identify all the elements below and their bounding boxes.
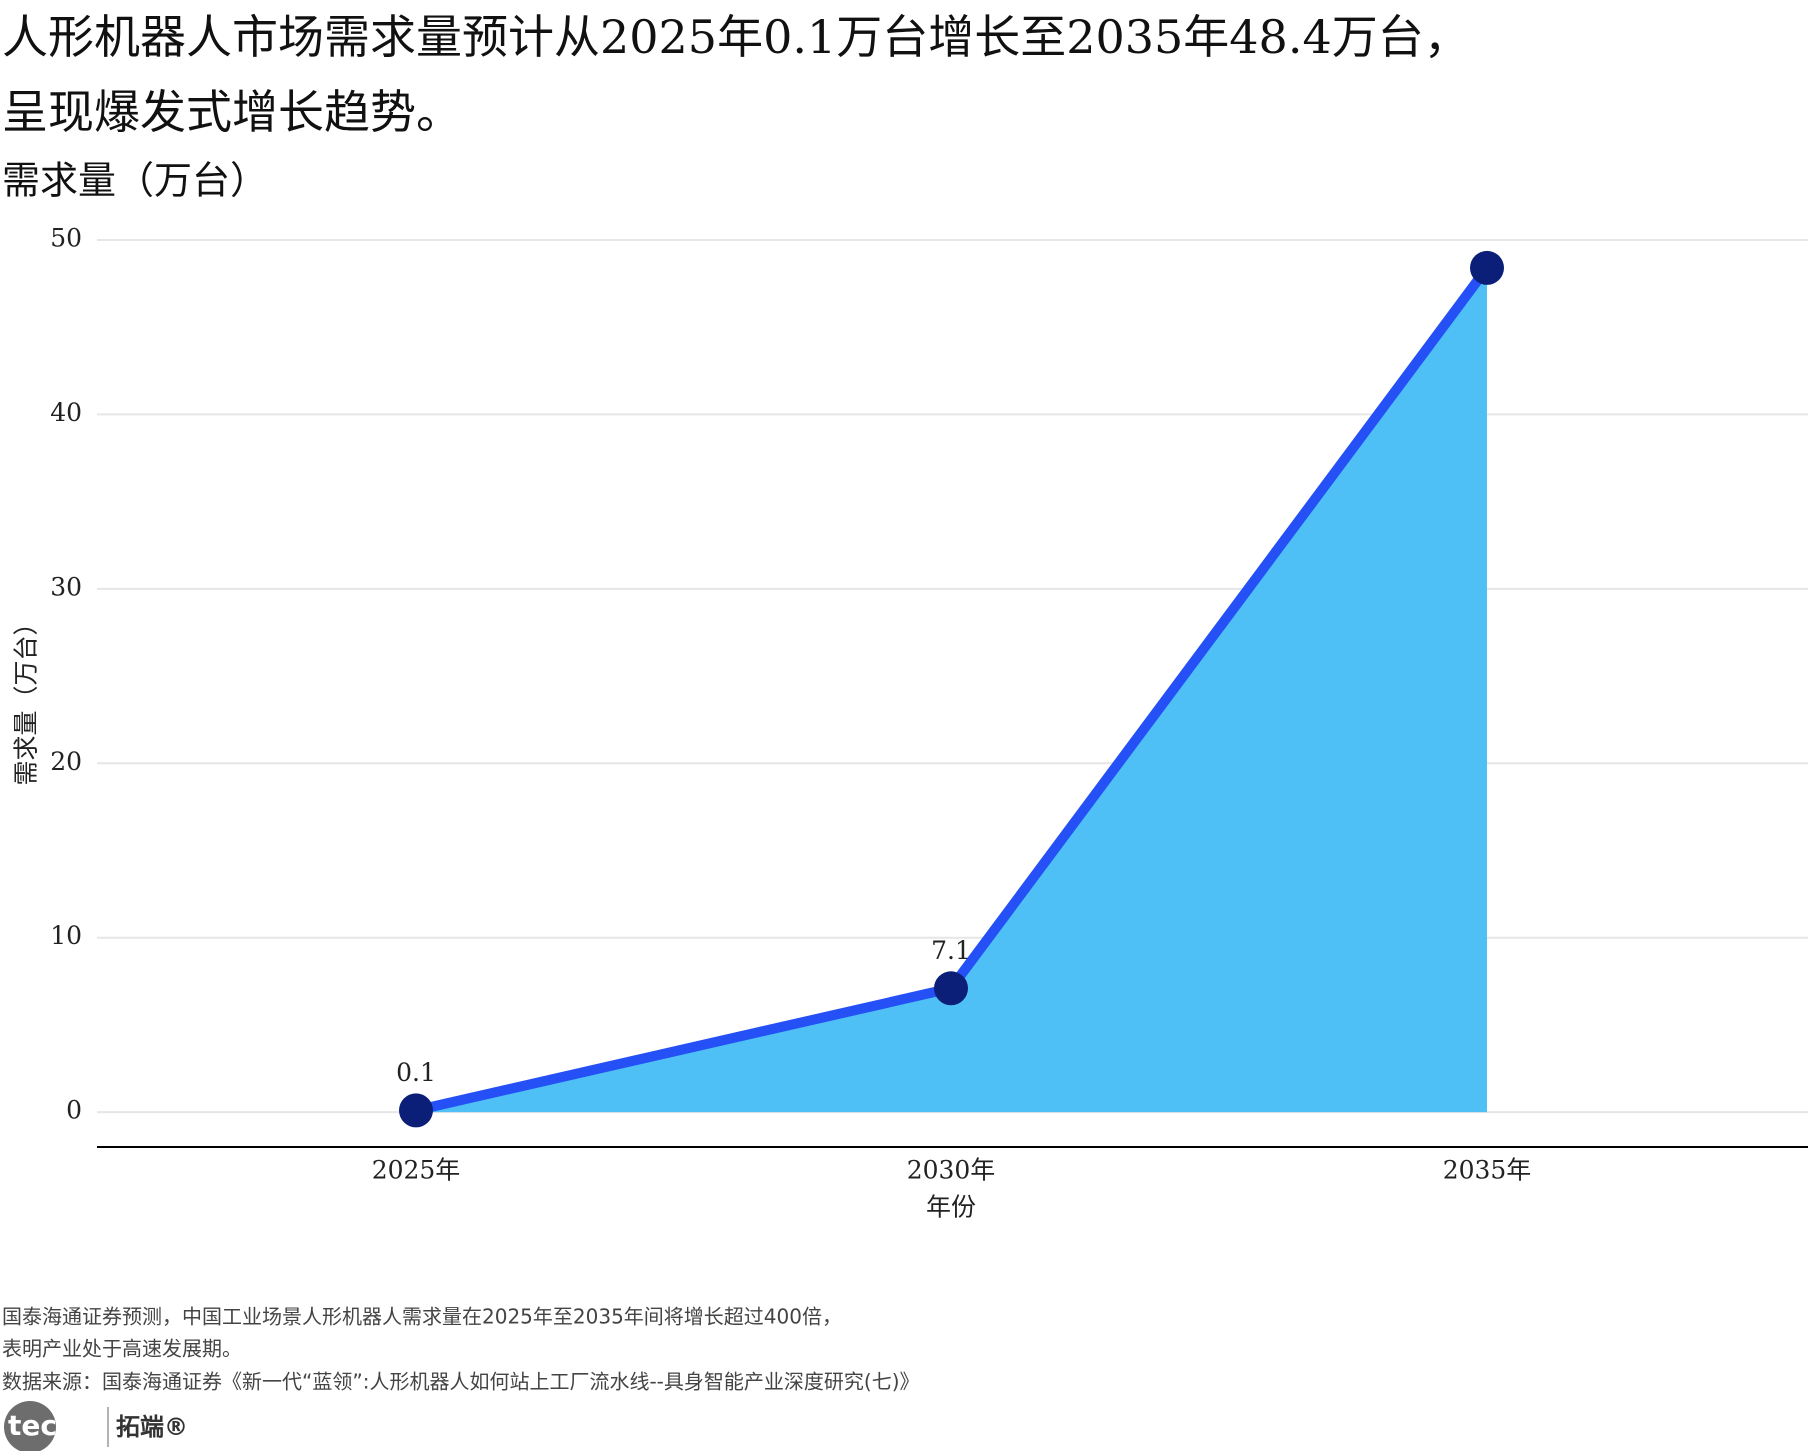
area bbox=[416, 267, 1487, 1113]
x-tick-label: 2035年 bbox=[1443, 1156, 1532, 1185]
x-tick-label: 2025年 bbox=[372, 1156, 461, 1185]
value-label: 0.1 bbox=[396, 1058, 436, 1087]
note: 表明产业处于高速发展期。 bbox=[2, 1337, 242, 1361]
marker bbox=[934, 971, 968, 1006]
value-label: 7.1 bbox=[931, 936, 971, 965]
y-tick-label: 10 bbox=[50, 921, 82, 950]
y-tick-label: 50 bbox=[50, 224, 82, 253]
y-tick-label: 20 bbox=[50, 747, 82, 776]
chart-subtitle: 需求量（万台） bbox=[2, 159, 268, 203]
y-tick-label: 30 bbox=[50, 572, 82, 601]
plot-area: 0.1 7.1 48.4 bbox=[396, 215, 1515, 1128]
marker bbox=[399, 1093, 433, 1128]
logo-text: 拓端® bbox=[116, 1413, 188, 1441]
value-label: 48.4 bbox=[1459, 215, 1515, 244]
y-tick-label: 0 bbox=[66, 1096, 82, 1125]
y-tick-label: 40 bbox=[50, 398, 82, 427]
y-axis-title: 需求量（万台） bbox=[12, 610, 41, 785]
chart-title: 呈现爆发式增长趋势。 bbox=[2, 85, 462, 139]
marker bbox=[1470, 250, 1504, 285]
source: 数据来源：国泰海通证券《新一代“蓝领”:人形机器人如何站上工厂流水线--具身智能… bbox=[2, 1370, 920, 1394]
logo-mark: tecdat bbox=[8, 1409, 109, 1442]
chart-title: 人形机器人市场需求量预计从2025年0.1万台增长至2035年48.4万台， bbox=[2, 10, 1470, 64]
x-axis-title: 年份 bbox=[926, 1193, 976, 1222]
logo-badge bbox=[4, 1401, 56, 1453]
x-tick-label: 2030年 bbox=[907, 1156, 996, 1185]
note: 国泰海通证券预测，中国工业场景人形机器人需求量在2025年至2035年间将增长超… bbox=[2, 1305, 842, 1329]
